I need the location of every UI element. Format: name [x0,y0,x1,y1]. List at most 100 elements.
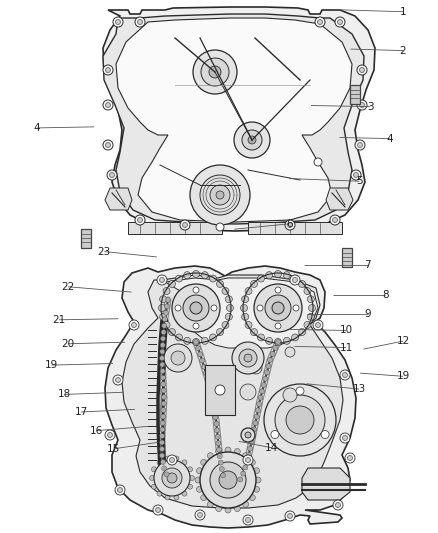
Circle shape [314,158,322,166]
Circle shape [197,486,202,492]
Circle shape [207,453,213,459]
Polygon shape [103,7,375,231]
Text: 13: 13 [353,384,366,394]
Circle shape [193,50,237,94]
Circle shape [240,304,247,311]
Circle shape [184,337,191,344]
Circle shape [170,457,174,463]
Circle shape [251,427,257,432]
Circle shape [221,473,226,478]
Circle shape [107,170,117,180]
Circle shape [239,349,257,367]
Circle shape [175,305,181,311]
Circle shape [251,280,258,287]
Circle shape [275,395,325,445]
Circle shape [258,275,265,282]
Circle shape [255,477,261,483]
Circle shape [270,351,275,357]
Circle shape [182,460,187,465]
Circle shape [268,357,272,362]
Circle shape [184,272,191,279]
Circle shape [216,223,224,231]
Circle shape [159,433,165,439]
Circle shape [161,330,166,335]
Circle shape [117,488,123,492]
Circle shape [161,408,166,413]
Text: 3: 3 [367,102,374,111]
Text: 17: 17 [74,407,88,417]
Text: 4: 4 [386,134,393,143]
FancyBboxPatch shape [350,85,360,103]
Circle shape [153,505,163,515]
Text: 15: 15 [107,444,120,454]
Circle shape [292,275,299,282]
Circle shape [245,287,252,295]
Circle shape [201,495,207,500]
Circle shape [192,338,199,345]
Circle shape [234,448,240,455]
Circle shape [336,503,340,507]
Circle shape [243,515,253,525]
Circle shape [219,466,224,472]
Circle shape [159,278,165,282]
Circle shape [216,448,222,455]
Circle shape [266,337,273,344]
Circle shape [190,475,194,481]
Circle shape [157,275,167,285]
Circle shape [138,20,142,25]
Circle shape [159,356,165,361]
Circle shape [213,415,218,420]
Circle shape [135,215,145,225]
Circle shape [293,278,297,282]
Circle shape [240,384,256,400]
Circle shape [257,305,263,311]
Text: 19: 19 [396,372,410,381]
Circle shape [207,383,212,388]
Circle shape [249,459,255,465]
Circle shape [225,296,232,303]
Circle shape [286,406,314,434]
Circle shape [110,173,114,177]
Circle shape [254,284,302,332]
Circle shape [304,287,311,295]
Circle shape [216,328,223,336]
Circle shape [201,272,208,279]
Circle shape [163,310,168,316]
Circle shape [103,100,113,110]
Circle shape [187,484,193,489]
Circle shape [210,462,246,498]
Circle shape [167,473,177,483]
Circle shape [162,317,167,322]
Circle shape [216,280,223,287]
Circle shape [351,170,361,180]
Circle shape [161,414,166,419]
Circle shape [276,340,280,344]
Text: 10: 10 [339,326,353,335]
Circle shape [234,505,240,512]
Circle shape [246,518,251,522]
Circle shape [285,347,295,357]
Circle shape [299,328,306,336]
Circle shape [183,295,209,321]
Circle shape [266,364,271,369]
Polygon shape [105,266,356,528]
Text: 6: 6 [286,219,293,229]
Circle shape [357,142,363,148]
Circle shape [257,401,261,407]
Circle shape [200,358,205,363]
Circle shape [209,275,216,282]
Circle shape [275,287,281,293]
Circle shape [183,222,187,228]
Circle shape [160,369,165,374]
Circle shape [238,477,243,482]
Circle shape [159,304,166,311]
Circle shape [103,65,113,75]
Circle shape [315,17,325,27]
Bar [205,365,235,415]
Polygon shape [326,188,353,210]
Circle shape [293,305,299,311]
Circle shape [247,446,253,451]
Circle shape [244,459,250,464]
Circle shape [275,338,282,345]
Circle shape [330,215,340,225]
